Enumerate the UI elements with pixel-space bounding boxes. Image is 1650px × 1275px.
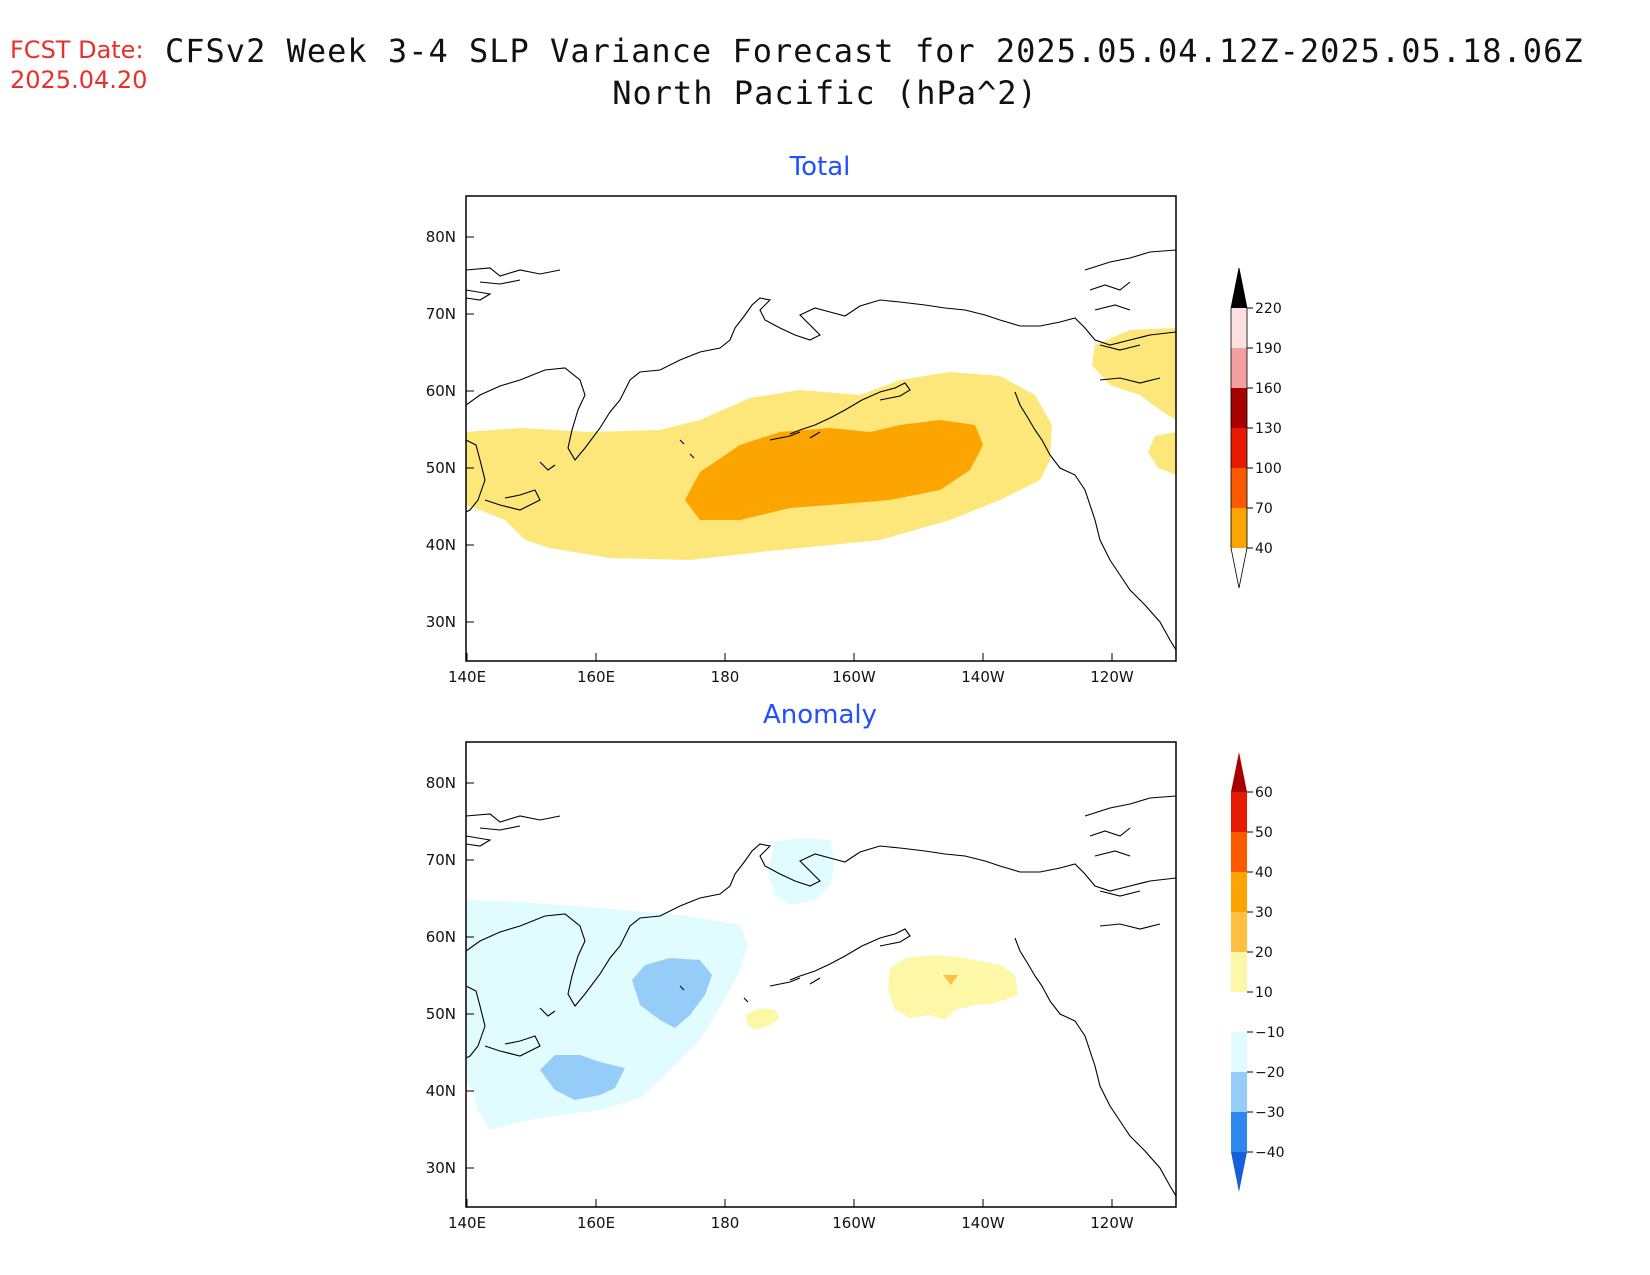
total-lat-label: 70N <box>426 305 456 323</box>
colorbar-label: 220 <box>1255 301 1282 317</box>
title-line-2: North Pacific (hPa^2) <box>612 74 1038 112</box>
total-frame <box>465 195 1177 662</box>
anomaly-contour-pos10-small <box>745 1008 780 1030</box>
anomaly-lat-label: 60N <box>426 928 456 946</box>
anomaly-lon-label: 160E <box>577 1214 615 1232</box>
anomaly-lat-label: 70N <box>426 851 456 869</box>
colorbar-label: 70 <box>1255 501 1273 517</box>
panel-title-total: Total <box>789 152 851 182</box>
anomaly-shading <box>466 838 1018 1130</box>
anomaly-contour-neg20-a <box>632 958 712 1028</box>
anomaly-lon-label: 160W <box>832 1214 876 1232</box>
total-lon-labels: 140E 160E 180 160W 140W 120W <box>448 668 1134 686</box>
anomaly-coastlines <box>466 795 1176 1197</box>
total-ticks <box>466 236 1113 661</box>
total-lon-label: 140E <box>448 668 486 686</box>
total-lat-label: 40N <box>426 536 456 554</box>
colorbar-label: 60 <box>1255 785 1273 801</box>
colorbar-segment <box>1231 348 1247 388</box>
total-lat-label: 30N <box>426 613 456 631</box>
colorbar-label: −30 <box>1255 1105 1285 1121</box>
total-contour-70 <box>685 420 983 520</box>
colorbar-label: −40 <box>1255 1145 1285 1161</box>
total-contour-40-east <box>1092 328 1176 420</box>
colorbar-label: 160 <box>1255 381 1282 397</box>
colorbar-lower-cap <box>1231 1152 1247 1192</box>
colorbar-label: 50 <box>1255 825 1273 841</box>
anomaly-lon-label: 140W <box>961 1214 1005 1232</box>
anomaly-lat-labels: 80N 70N 60N 50N 40N 30N <box>426 774 456 1177</box>
fcst-date-value: 2025.04.20 <box>10 66 148 94</box>
anomaly-colorbar: −40 −30 −20 −10 10 20 30 40 50 60 <box>1231 752 1285 1192</box>
title-line-1: CFSv2 Week 3-4 SLP Variance Forecast for… <box>165 32 1584 70</box>
anomaly-lon-label: 140E <box>448 1214 486 1232</box>
colorbar-segment <box>1231 952 1247 992</box>
anomaly-ticks <box>466 782 1113 1207</box>
fcst-date-label: FCST Date: <box>10 36 144 64</box>
colorbar-segment <box>1231 1032 1247 1072</box>
panel-title-anomaly: Anomaly <box>762 700 878 730</box>
anomaly-frame <box>465 741 1177 1208</box>
total-lon-label: 160W <box>832 668 876 686</box>
total-contour-40-east2 <box>1148 432 1176 475</box>
colorbar-segment <box>1231 792 1247 832</box>
colorbar-label: 30 <box>1255 905 1273 921</box>
colorbar-segment <box>1231 1112 1247 1152</box>
anomaly-lat-label: 50N <box>426 1005 456 1023</box>
colorbar-upper-cap <box>1231 268 1247 308</box>
colorbar-label: −20 <box>1255 1065 1285 1081</box>
anomaly-lat-label: 80N <box>426 774 456 792</box>
total-lat-label: 50N <box>426 459 456 477</box>
anomaly-lon-labels: 140E 160E 180 160W 140W 120W <box>448 1214 1134 1232</box>
anomaly-lat-label: 40N <box>426 1082 456 1100</box>
colorbar-label: 10 <box>1255 985 1273 1001</box>
total-coastlines <box>466 249 1176 651</box>
anomaly-contour-pos10-east <box>888 955 1018 1020</box>
colorbar-segment <box>1231 1072 1247 1112</box>
colorbar-label: 40 <box>1255 865 1273 881</box>
colorbar-segment <box>1231 872 1247 912</box>
total-lat-label: 80N <box>426 228 456 246</box>
colorbar-label: 130 <box>1255 421 1282 437</box>
colorbar-label: −10 <box>1255 1025 1285 1041</box>
anomaly-lon-label: 180 <box>711 1214 740 1232</box>
map-total: 80N 70N 60N 50N 40N 30N 140E 160E 180 16… <box>426 195 1282 686</box>
colorbar-segment <box>1231 388 1247 428</box>
total-lon-label: 160E <box>577 668 615 686</box>
anomaly-contour-neg10-west <box>466 900 748 1130</box>
anomaly-lat-label: 30N <box>426 1159 456 1177</box>
anomaly-contour-pos20 <box>943 975 958 985</box>
total-lon-label: 120W <box>1090 668 1134 686</box>
colorbar-lower-cap <box>1231 548 1247 588</box>
colorbar-label: 190 <box>1255 341 1282 357</box>
colorbar-segment <box>1231 912 1247 952</box>
colorbar-segment <box>1231 428 1247 468</box>
total-colorbar: 40 70 100 130 160 190 220 <box>1230 267 1282 589</box>
colorbar-segment <box>1231 832 1247 872</box>
anomaly-contour-neg20-b <box>540 1055 625 1100</box>
total-lon-label: 180 <box>711 668 740 686</box>
total-lat-label: 60N <box>426 382 456 400</box>
colorbar-label: 20 <box>1255 945 1273 961</box>
colorbar-segment <box>1231 308 1247 348</box>
colorbar-label: 40 <box>1255 541 1273 557</box>
colorbar-segment <box>1231 508 1247 548</box>
colorbar-segment <box>1231 992 1247 1032</box>
total-lat-labels: 80N 70N 60N 50N 40N 30N <box>426 228 456 631</box>
colorbar-upper-cap <box>1231 752 1247 792</box>
total-lon-label: 140W <box>961 668 1005 686</box>
colorbar-label: 100 <box>1255 461 1282 477</box>
anomaly-lon-label: 120W <box>1090 1214 1134 1232</box>
forecast-date: FCST Date: 2025.04.20 <box>10 35 147 95</box>
total-shading <box>466 328 1176 560</box>
map-anomaly: 80N 70N 60N 50N 40N 30N 140E 160E 180 16… <box>426 741 1285 1232</box>
anomaly-contour-neg10-north <box>768 838 835 905</box>
colorbar-segment <box>1231 468 1247 508</box>
